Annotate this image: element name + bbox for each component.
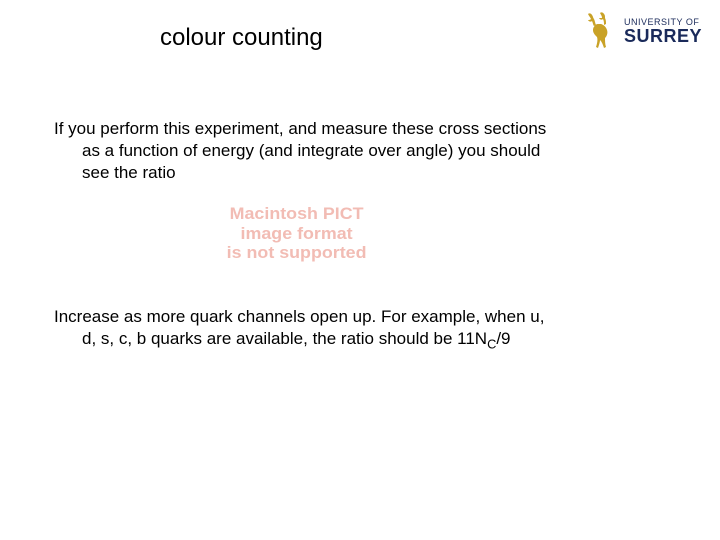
- para2-line2: d, s, c, b quarks are available, the rat…: [54, 328, 660, 353]
- pict-line2: image format: [227, 224, 367, 244]
- pict-line1: Macintosh PICT: [227, 204, 367, 224]
- pict-placeholder: Macintosh PICT image format is not suppo…: [227, 204, 367, 263]
- university-logo: UNIVERSITY OF SURREY: [582, 12, 702, 52]
- para2-line2b: /9: [496, 329, 510, 348]
- para2-subscript: C: [487, 336, 496, 351]
- para2-line2a: d, s, c, b quarks are available, the rat…: [82, 329, 487, 348]
- para1-line1: If you perform this experiment, and meas…: [54, 119, 546, 138]
- page-title: colour counting: [160, 24, 323, 52]
- logo-text: UNIVERSITY OF SURREY: [624, 18, 702, 46]
- paragraph-2: Increase as more quark channels open up.…: [54, 306, 660, 353]
- pict-line3: is not supported: [227, 243, 367, 263]
- para1-line3: see the ratio: [54, 162, 660, 184]
- paragraph-1: If you perform this experiment, and meas…: [54, 118, 660, 184]
- logo-bottom-line: SURREY: [624, 27, 702, 46]
- para1-line2: as a function of energy (and integrate o…: [54, 140, 660, 162]
- para2-line1: Increase as more quark channels open up.…: [54, 307, 544, 326]
- stag-icon: [582, 12, 618, 52]
